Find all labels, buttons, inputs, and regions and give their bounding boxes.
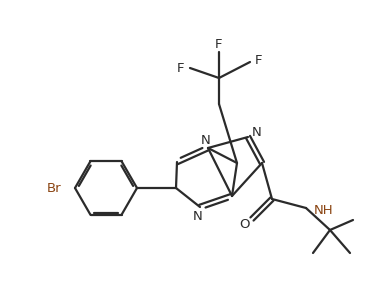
Text: Br: Br	[46, 182, 61, 196]
Text: N: N	[201, 134, 211, 146]
Text: F: F	[255, 55, 263, 67]
Text: N: N	[193, 210, 203, 223]
Text: F: F	[215, 39, 223, 51]
Text: NH: NH	[314, 204, 334, 217]
Text: F: F	[177, 63, 185, 76]
Text: O: O	[239, 219, 249, 231]
Text: N: N	[252, 126, 262, 140]
